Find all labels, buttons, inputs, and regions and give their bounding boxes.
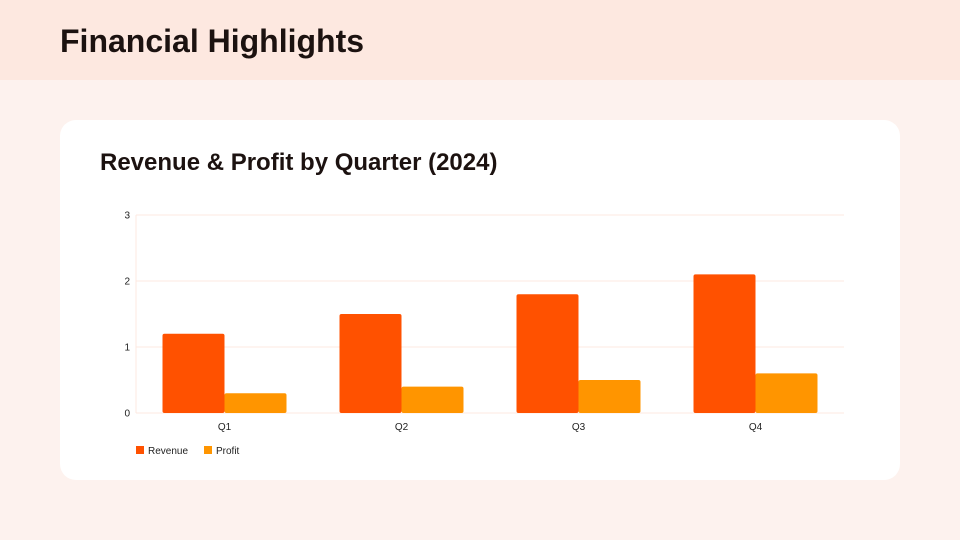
y-tick-label: 1 — [124, 343, 130, 354]
bar-profit-q1[interactable] — [224, 393, 287, 413]
x-axis-ticks: Q1 Q2 Q3 Q4 — [218, 422, 763, 433]
bar-revenue-q2[interactable] — [339, 314, 402, 413]
legend: Revenue Profit — [136, 446, 240, 457]
y-tick-label: 0 — [124, 409, 130, 420]
x-tick-label: Q3 — [572, 422, 586, 433]
legend-label-revenue: Revenue — [148, 446, 188, 457]
legend-swatch-revenue — [136, 446, 144, 454]
chart-card: Revenue & Profit by Quarter (2024) 0 1 2 3 … — [60, 120, 900, 480]
bars — [162, 274, 818, 413]
header-bar: Financial Highlights — [0, 0, 960, 80]
bar-revenue-q3[interactable] — [516, 294, 579, 413]
bar-profit-q4[interactable] — [755, 373, 818, 413]
bar-profit-q3[interactable] — [578, 380, 641, 413]
bar-revenue-q4[interactable] — [693, 274, 756, 413]
y-tick-label: 2 — [124, 277, 130, 288]
y-axis-ticks: 0 1 2 3 — [124, 211, 130, 420]
chart-title: Revenue & Profit by Quarter (2024) — [100, 149, 498, 176]
legend-label-profit: Profit — [216, 446, 240, 457]
y-tick-label: 3 — [124, 211, 130, 222]
bar-revenue-q1[interactable] — [162, 333, 225, 413]
bar-profit-q2[interactable] — [401, 386, 464, 413]
bar-chart: 0 1 2 3 Q1 Q2 Q3 Q4 Revenue Profit — [124, 211, 844, 457]
x-tick-label: Q2 — [395, 422, 409, 433]
legend-swatch-profit — [204, 446, 212, 454]
x-tick-label: Q1 — [218, 422, 232, 433]
page-title: Financial Highlights — [60, 23, 365, 59]
x-tick-label: Q4 — [749, 422, 763, 433]
